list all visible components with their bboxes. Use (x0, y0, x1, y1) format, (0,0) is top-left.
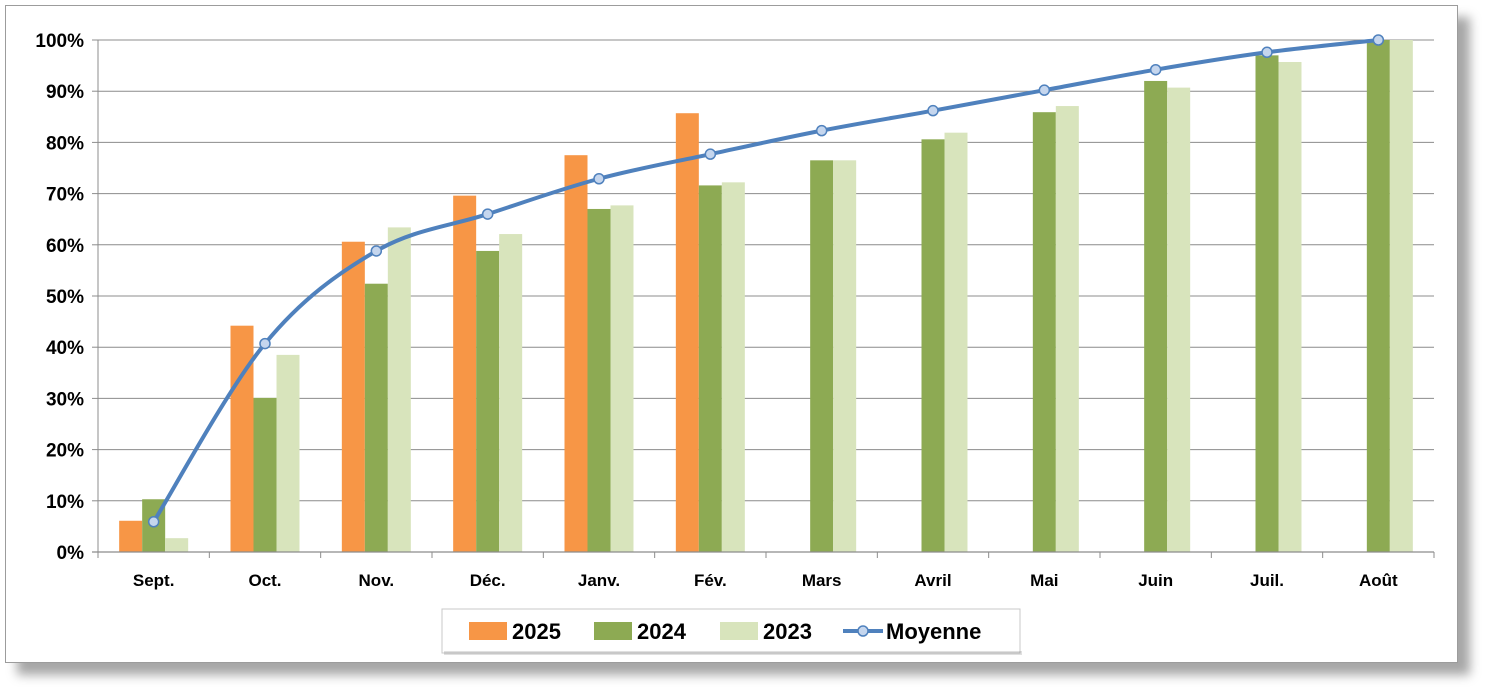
bar-2025 (675, 113, 699, 552)
y-tick-label: 100% (35, 31, 84, 52)
point-Moyenne (593, 173, 605, 185)
x-tick-label: Août (1359, 571, 1398, 590)
bar-2024 (1032, 112, 1056, 552)
point-Moyenne (815, 124, 828, 137)
bar-2025 (453, 195, 477, 552)
legend-label-2025: 2025 (512, 619, 561, 644)
bar-2023 (1278, 62, 1302, 553)
bar-2024 (364, 283, 388, 552)
y-tick-label: 30% (46, 389, 84, 410)
legend: 2025 2024 2023 Moyenne (441, 608, 1022, 655)
point-Moyenne (927, 104, 939, 117)
bar-2023 (499, 234, 523, 552)
y-tick-label: 10% (46, 492, 84, 513)
bar-2024 (476, 250, 500, 552)
y-tick-label: 60% (46, 236, 84, 257)
bar-2023 (1389, 40, 1413, 552)
x-tick-label: Oct. (248, 571, 281, 590)
y-tick-label: 20% (46, 441, 84, 462)
bar-2024 (253, 397, 277, 552)
bar-2023 (944, 132, 968, 552)
bar-2024 (1255, 55, 1279, 553)
legend-shadow (444, 651, 1022, 655)
bar-2023 (387, 227, 411, 552)
chart-frame: 0% 10% 20% 30% 40% 50% 60% 70% 80% 90% 100% Sept. O… (5, 5, 1458, 663)
y-axis-ticks: 0% 10% 20% 30% 40% 50% 60% 70% 80% 90% 100% (35, 31, 84, 564)
point-Moyenne (370, 245, 383, 257)
point-Moyenne (147, 516, 160, 528)
average-line (147, 34, 1385, 528)
legend-label-2023: 2023 (763, 619, 812, 644)
bar-2025 (119, 520, 143, 552)
y-tick-label: 40% (46, 338, 84, 359)
legend-swatch-2025 (469, 622, 507, 640)
legend-swatch-2023 (720, 622, 758, 640)
point-Moyenne (259, 337, 271, 350)
point-Moyenne (1149, 63, 1162, 76)
y-tick-label: 70% (46, 185, 84, 206)
legend-swatch-2024 (594, 622, 632, 640)
chart: 0% 10% 20% 30% 40% 50% 60% 70% 80% 90% 100% Sept. O… (35, 31, 1435, 655)
legend-marker-Moyenne (857, 625, 869, 637)
point-Moyenne (704, 148, 717, 160)
y-tick-label: 80% (46, 133, 84, 154)
bar-2023 (610, 205, 634, 552)
bar-2024 (698, 185, 722, 552)
point-Moyenne (1261, 46, 1273, 59)
bar-2025 (341, 241, 365, 552)
axes (92, 40, 1435, 558)
y-tick-label: 0% (57, 543, 85, 564)
x-tick-label: Mars (802, 571, 842, 590)
x-tick-label: Juil. (1250, 571, 1284, 590)
x-tick-label: Nov. (359, 571, 395, 590)
y-tick-label: 90% (46, 82, 84, 103)
bar-2025 (564, 155, 588, 552)
bar-2024 (1366, 40, 1390, 552)
x-tick-label: Janv. (578, 571, 620, 590)
bar-2023 (1055, 106, 1079, 552)
legend-label-2024: 2024 (637, 619, 687, 644)
x-tick-label: Avril (914, 571, 951, 590)
bar-2024 (1144, 80, 1168, 553)
bar-2023 (276, 354, 300, 552)
x-tick-label: Juin (1138, 571, 1173, 590)
x-tick-label: Fév. (694, 571, 727, 590)
bar-2023 (1167, 87, 1191, 552)
x-axis-labels: Sept. Oct. Nov. Déc. Janv. Fév. Mars Avril Mai Ju… (133, 571, 1398, 590)
bar-2023 (165, 538, 189, 552)
bar-2023 (721, 182, 745, 552)
bar-2024 (810, 160, 834, 552)
y-tick-label: 50% (46, 287, 84, 308)
bar-2024 (921, 139, 945, 552)
x-tick-label: Déc. (470, 571, 506, 590)
point-Moyenne (1038, 84, 1051, 96)
x-tick-label: Sept. (133, 571, 175, 590)
x-tick-label: Mai (1030, 571, 1058, 590)
bar-2023 (833, 160, 857, 552)
point-Moyenne (1372, 34, 1385, 46)
point-Moyenne (481, 208, 494, 220)
legend-label-Moyenne: Moyenne (886, 619, 981, 644)
gridlines (92, 39, 1434, 553)
bar-2024 (587, 208, 611, 552)
bar-2025 (230, 325, 254, 552)
